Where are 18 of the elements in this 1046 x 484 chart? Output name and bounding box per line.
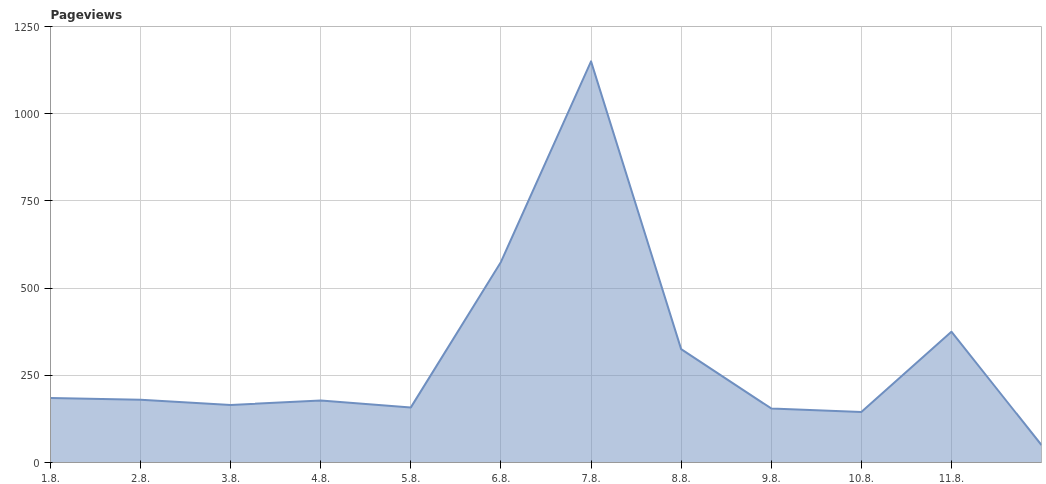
y-tick-label: 750 xyxy=(20,195,40,207)
y-tick-label: 500 xyxy=(20,283,40,295)
x-tick-label: 2.8. xyxy=(131,472,151,484)
y-tick-label: 1250 xyxy=(14,21,40,33)
x-tick-label: 6.8. xyxy=(491,472,511,484)
x-tick-label: 7.8. xyxy=(581,472,601,484)
y-tick-label: 0 xyxy=(33,457,40,469)
chart-title: Pageviews xyxy=(50,7,123,22)
y-tick-label: 1000 xyxy=(14,108,40,120)
x-tick-label: 3.8. xyxy=(221,472,241,484)
x-tick-label: 10.8. xyxy=(848,472,875,484)
x-tick-label: 1.8. xyxy=(40,472,61,484)
x-tick-label: 4.8. xyxy=(311,472,331,484)
x-tick-label: 8.8. xyxy=(671,472,691,484)
x-tick-label: 5.8. xyxy=(401,472,421,484)
x-tick-label: 11.8. xyxy=(938,472,965,484)
x-tick-label: 9.8. xyxy=(761,472,781,484)
y-tick-label: 250 xyxy=(20,370,40,382)
